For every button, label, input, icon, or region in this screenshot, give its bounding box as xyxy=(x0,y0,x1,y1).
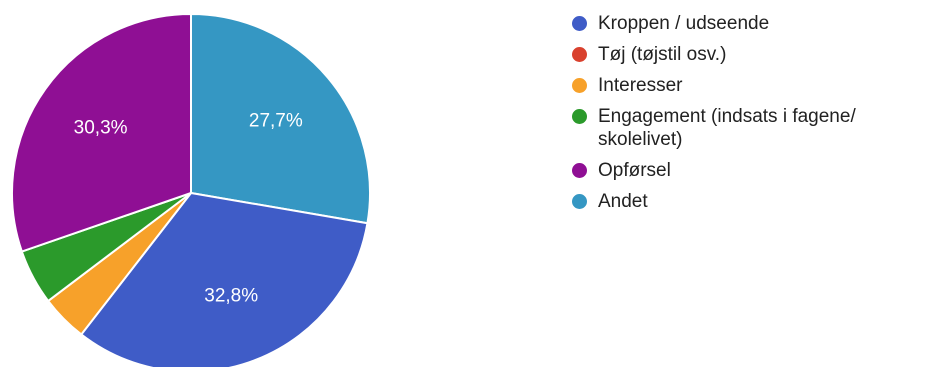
pie-slice-5 xyxy=(190,12,371,225)
legend-label: Engagement (indsats i fagene/ skolelivet… xyxy=(598,106,856,150)
legend-swatch-icon xyxy=(572,163,587,178)
slice-label-4: 30,3% xyxy=(74,118,128,139)
pie-chart: 27,7% 32,8% 30,3% xyxy=(11,12,371,367)
pie-slice-0 xyxy=(79,191,369,367)
legend-label: Andet xyxy=(598,191,648,212)
legend-item[interactable]: Tøj (tøjstil osv.) xyxy=(572,43,936,66)
legend-label: Kroppen / udseende xyxy=(598,13,770,34)
pie-slice-4 xyxy=(11,12,192,253)
legend-item[interactable]: Kroppen / udseende xyxy=(572,12,936,35)
legend-item[interactable]: Andet xyxy=(572,190,936,213)
legend-item[interactable]: Interesser xyxy=(572,74,936,97)
legend-swatch-icon xyxy=(572,194,587,209)
legend-swatch-icon xyxy=(572,47,587,62)
legend-swatch-icon xyxy=(572,16,587,31)
legend-swatch-icon xyxy=(572,109,587,124)
legend-label: Interesser xyxy=(598,75,683,96)
legend-swatch-icon xyxy=(572,78,587,93)
legend-label: Opførsel xyxy=(598,160,671,181)
slice-label-5: 27,7% xyxy=(249,110,303,131)
legend-label: Tøj (tøjstil osv.) xyxy=(598,44,727,65)
slice-label-0: 32,8% xyxy=(204,285,258,306)
legend: Kroppen / udseende Tøj (tøjstil osv.) Inte… xyxy=(572,12,936,221)
legend-item[interactable]: Opførsel xyxy=(572,159,936,182)
legend-item[interactable]: Engagement (indsats i fagene/ skolelivet… xyxy=(572,105,936,151)
